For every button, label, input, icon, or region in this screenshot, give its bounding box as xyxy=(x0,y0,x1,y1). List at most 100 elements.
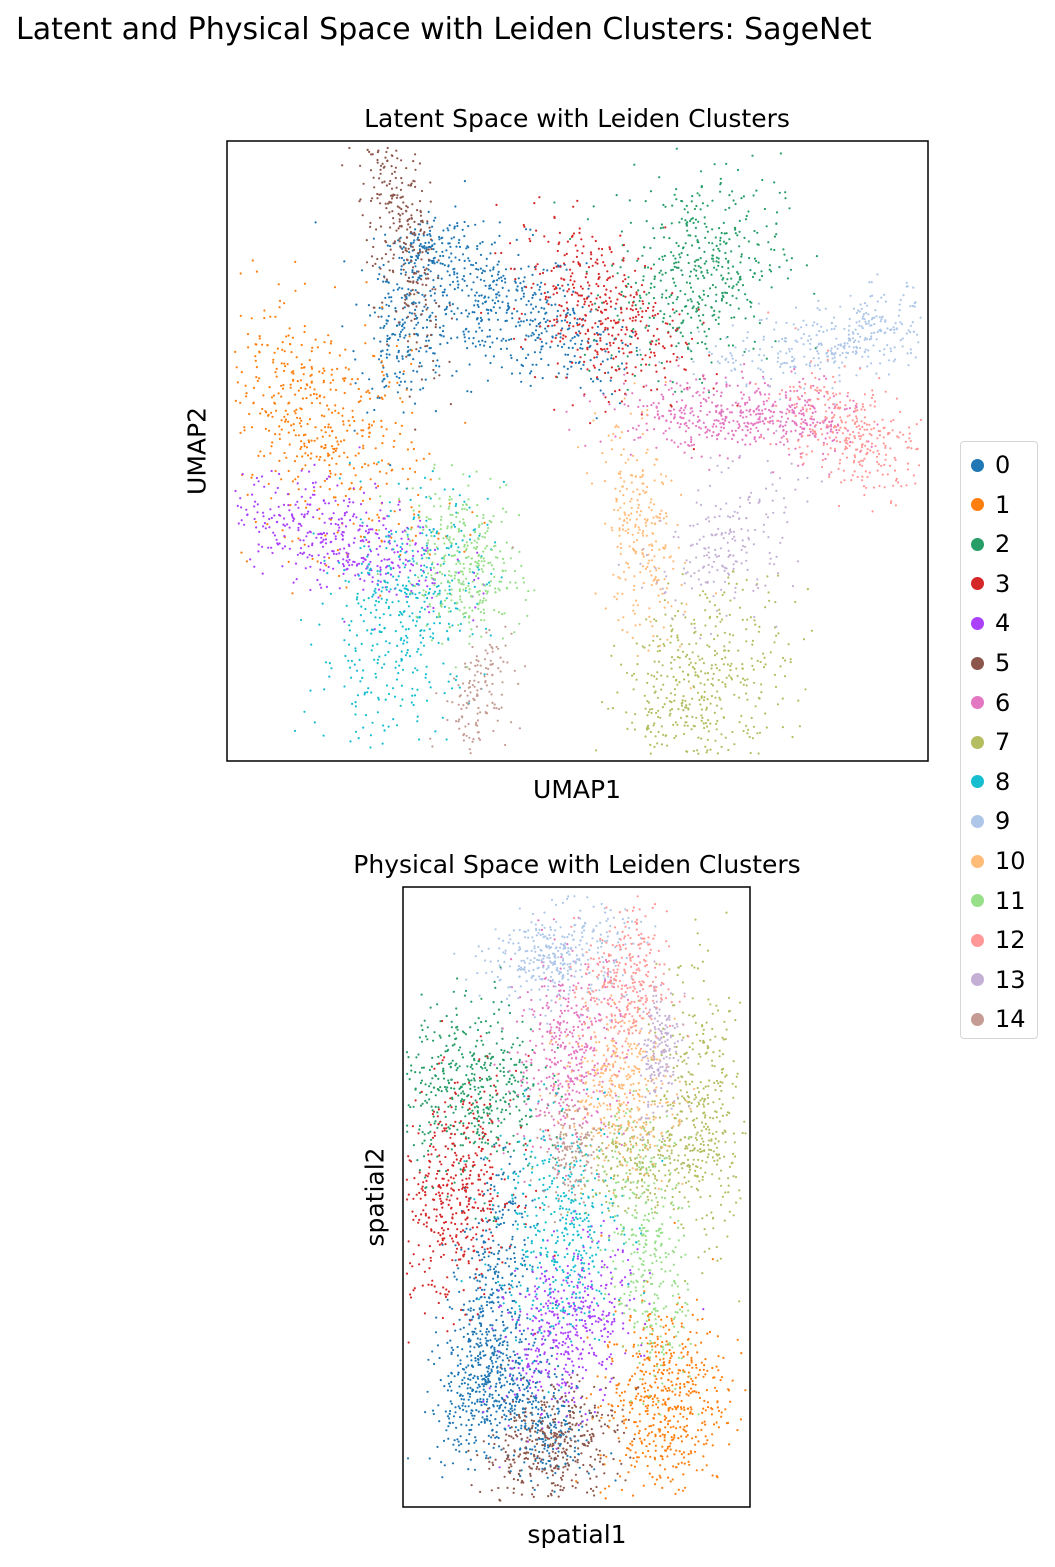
scatter-point xyxy=(585,472,589,475)
scatter-point xyxy=(369,225,372,228)
scatter-point xyxy=(544,298,547,301)
scatter-point xyxy=(326,404,329,407)
scatter-point xyxy=(274,315,277,318)
scatter-point xyxy=(720,408,723,411)
scatter-point xyxy=(522,223,525,227)
scatter-point xyxy=(799,432,803,436)
scatter-point xyxy=(540,281,543,284)
scatter-point xyxy=(521,347,524,351)
scatter-point xyxy=(376,513,379,516)
scatter-point xyxy=(360,642,363,646)
scatter-point xyxy=(714,345,717,348)
scatter-point xyxy=(387,202,390,205)
scatter-point xyxy=(606,302,609,305)
scatter-point xyxy=(303,710,306,713)
scatter-point xyxy=(304,387,307,390)
scatter-point xyxy=(401,323,405,326)
scatter-point xyxy=(390,201,393,204)
scatter-point xyxy=(752,410,756,413)
scatter-point xyxy=(461,228,464,231)
scatter-point xyxy=(412,301,415,304)
scatter-point xyxy=(328,434,331,437)
scatter-point xyxy=(794,306,798,309)
scatter-point xyxy=(744,434,747,437)
scatter-point xyxy=(395,375,398,378)
scatter-point xyxy=(500,276,503,279)
scatter-point xyxy=(867,440,870,443)
scatter-point xyxy=(594,322,597,325)
scatter-point xyxy=(810,418,813,421)
scatter-point xyxy=(661,255,664,258)
scatter-point xyxy=(535,363,538,366)
scatter-point xyxy=(380,559,383,563)
scatter-point xyxy=(348,624,351,627)
scatter-point xyxy=(362,491,366,494)
scatter-point xyxy=(884,300,888,303)
scatter-point xyxy=(394,166,397,169)
scatter-point xyxy=(361,466,364,469)
scatter-point xyxy=(310,373,313,376)
scatter-point xyxy=(559,340,562,343)
scatter-point xyxy=(650,282,653,285)
scatter-point xyxy=(394,421,397,425)
scatter-point xyxy=(797,328,800,331)
scatter-point xyxy=(347,659,350,662)
scatter-point xyxy=(818,308,821,312)
scatter-point xyxy=(455,318,458,321)
scatter-point xyxy=(712,393,715,396)
scatter-point xyxy=(345,586,348,589)
scatter-point xyxy=(359,614,362,617)
scatter-point xyxy=(763,656,766,659)
scatter-point xyxy=(611,275,615,278)
scatter-point xyxy=(694,264,697,267)
scatter-point xyxy=(464,340,467,343)
scatter-point xyxy=(320,445,323,448)
scatter-point xyxy=(718,454,721,457)
scatter-point xyxy=(860,307,863,310)
scatter-point xyxy=(723,419,727,422)
scatter-point xyxy=(643,246,646,249)
scatter-point xyxy=(678,656,681,659)
scatter-point xyxy=(812,384,815,387)
scatter-point xyxy=(676,266,680,269)
scatter-point xyxy=(413,694,417,697)
scatter-point xyxy=(620,663,623,666)
scatter-point xyxy=(806,588,810,591)
scatter-point xyxy=(425,576,428,579)
scatter-point xyxy=(675,261,678,264)
scatter-point xyxy=(428,591,431,594)
scatter-point xyxy=(445,249,448,252)
scatter-point xyxy=(552,266,556,270)
scatter-point xyxy=(473,539,476,542)
scatter-point xyxy=(467,294,470,297)
scatter-point xyxy=(397,503,400,506)
scatter-point xyxy=(470,628,473,631)
scatter-point xyxy=(317,554,320,557)
scatter-point xyxy=(298,422,301,425)
scatter-point xyxy=(690,316,693,319)
scatter-point xyxy=(396,357,399,360)
scatter-point xyxy=(635,428,638,431)
scatter-point xyxy=(782,248,785,251)
scatter-point xyxy=(670,251,673,254)
scatter-point xyxy=(715,410,718,414)
scatter-point xyxy=(642,530,645,533)
scatter-point xyxy=(339,440,343,443)
scatter-point xyxy=(451,579,454,582)
scatter-point xyxy=(688,386,691,389)
scatter-point xyxy=(579,386,582,389)
scatter-point xyxy=(595,749,598,752)
scatter-point xyxy=(369,550,373,553)
scatter-point xyxy=(412,303,415,306)
scatter-point xyxy=(342,563,345,566)
scatter-point xyxy=(773,235,777,238)
scatter-point xyxy=(294,260,297,263)
scatter-point xyxy=(378,177,381,180)
physical-x-axis-label: spatial1 xyxy=(527,1520,627,1549)
scatter-point xyxy=(740,370,744,373)
scatter-point xyxy=(425,544,428,547)
scatter-point xyxy=(421,309,424,312)
scatter-point xyxy=(714,592,718,595)
scatter-point xyxy=(530,370,533,373)
scatter-point xyxy=(654,540,658,543)
